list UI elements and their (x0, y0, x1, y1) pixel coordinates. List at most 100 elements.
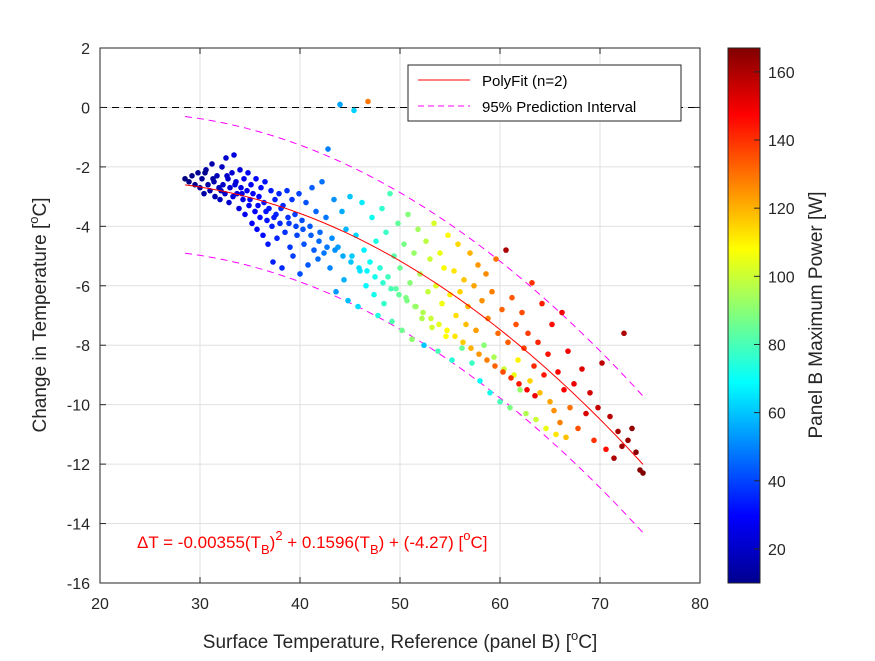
data-point (629, 425, 635, 432)
data-point (287, 244, 293, 250)
fit-curve (184, 184, 644, 465)
data-point (425, 288, 431, 295)
data-point (351, 107, 357, 114)
data-point (607, 413, 613, 420)
data-point (274, 235, 280, 242)
data-point (238, 184, 244, 191)
colorbar-tick-label: 60 (768, 406, 786, 423)
data-point (289, 196, 295, 203)
data-point (473, 327, 479, 334)
data-point (249, 220, 255, 227)
data-point (539, 300, 545, 307)
data-point (377, 265, 383, 271)
fit-equation: ΔT = -0.00355(TB)2 + 0.1596(TB) + (-4.27… (137, 528, 487, 557)
legend-box (407, 64, 682, 122)
data-point (503, 247, 509, 253)
data-point (439, 300, 445, 307)
data-point (331, 196, 337, 203)
data-point (313, 208, 319, 215)
data-point (427, 256, 433, 262)
data-point (505, 339, 511, 346)
y-tick-label: -2 (76, 160, 90, 177)
data-point (445, 232, 451, 239)
data-point (369, 214, 375, 221)
data-point (308, 232, 314, 239)
legend-interval-label: 95% Prediction Interval (482, 99, 636, 116)
data-point (523, 410, 529, 417)
data-point (423, 238, 429, 244)
data-point (395, 220, 401, 227)
data-point (265, 241, 271, 247)
data-point (475, 262, 481, 268)
colorbar-tick-label: 40 (768, 474, 786, 491)
data-point (451, 268, 457, 274)
data-point (264, 217, 270, 224)
data-point (551, 407, 557, 414)
data-point (260, 232, 266, 239)
data-point (527, 378, 533, 384)
data-point (244, 187, 250, 194)
data-point (240, 196, 246, 203)
data-point (595, 404, 601, 411)
data-point (533, 416, 539, 423)
equation-sup-2: 2 (275, 528, 282, 543)
data-point (436, 321, 442, 328)
equation-part-5: C] (470, 533, 487, 552)
data-point (421, 342, 427, 349)
data-point (269, 223, 275, 230)
data-point (459, 345, 465, 351)
data-point (292, 211, 298, 218)
data-point (309, 184, 315, 191)
data-point (245, 170, 251, 176)
colorbar-tick-label: 20 (768, 542, 786, 559)
data-point (489, 288, 495, 295)
data-point (633, 449, 639, 456)
y-tick-label: -8 (76, 338, 90, 355)
data-point (412, 303, 418, 310)
data-point (340, 253, 346, 259)
y-tick-label: 0 (81, 100, 90, 117)
data-point (497, 398, 503, 405)
data-point (521, 345, 527, 351)
data-point (583, 410, 589, 417)
data-point (224, 173, 230, 179)
data-point (441, 265, 447, 271)
data-point (361, 247, 367, 253)
data-point (375, 312, 381, 319)
data-point (255, 202, 261, 209)
data-point (508, 375, 514, 381)
data-point (537, 389, 543, 396)
data-point (343, 226, 349, 233)
x-tick-label: 20 (91, 596, 109, 613)
data-point (401, 241, 407, 247)
data-point (237, 167, 243, 173)
data-point (381, 300, 387, 307)
data-point (333, 288, 339, 295)
data-point (364, 268, 370, 274)
data-point (428, 315, 434, 322)
data-point (420, 309, 426, 316)
data-point (227, 184, 233, 191)
data-point (325, 146, 331, 152)
data-point (519, 309, 525, 316)
data-point (479, 297, 485, 304)
data-point (226, 199, 232, 206)
x-tick-label: 30 (191, 596, 209, 613)
data-point (405, 211, 411, 218)
data-point (481, 342, 487, 349)
data-point (230, 193, 236, 200)
data-point (396, 291, 402, 298)
data-point (285, 214, 291, 221)
y-axis-label-unit: C] (30, 197, 51, 216)
data-points (182, 98, 646, 476)
data-point (317, 229, 323, 236)
data-point (254, 226, 260, 233)
data-point (460, 339, 466, 346)
data-point (321, 250, 327, 256)
data-point (290, 253, 296, 259)
data-point (525, 330, 531, 337)
data-point (437, 250, 443, 256)
data-point (599, 360, 605, 366)
equation-part-2: ) (270, 533, 276, 552)
legend: PolyFit (n=2) 95% Prediction Interval (407, 64, 682, 122)
